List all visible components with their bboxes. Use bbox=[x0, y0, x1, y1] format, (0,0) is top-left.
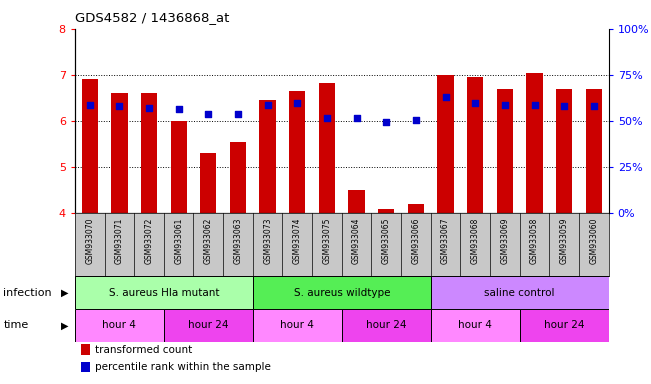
Text: S. aureus Hla mutant: S. aureus Hla mutant bbox=[109, 288, 219, 298]
Point bbox=[352, 115, 362, 121]
Text: GSM933069: GSM933069 bbox=[501, 218, 509, 264]
Bar bbox=[141, 93, 157, 213]
Point bbox=[529, 102, 540, 108]
Point bbox=[440, 94, 450, 100]
Bar bbox=[497, 89, 513, 213]
Point bbox=[559, 103, 570, 109]
Point bbox=[173, 106, 184, 113]
Bar bbox=[164, 309, 253, 342]
Bar bbox=[171, 121, 187, 213]
Text: GDS4582 / 1436868_at: GDS4582 / 1436868_at bbox=[75, 12, 229, 25]
Bar bbox=[230, 142, 246, 213]
Point bbox=[85, 102, 95, 108]
Point bbox=[500, 102, 510, 108]
Bar bbox=[586, 89, 602, 213]
Text: hour 4: hour 4 bbox=[458, 320, 492, 331]
Point bbox=[262, 102, 273, 108]
Text: GSM933065: GSM933065 bbox=[381, 218, 391, 264]
Text: GSM933063: GSM933063 bbox=[234, 218, 242, 264]
Bar bbox=[519, 309, 609, 342]
Text: GSM933070: GSM933070 bbox=[85, 218, 94, 264]
Point bbox=[411, 117, 421, 123]
Text: transformed count: transformed count bbox=[95, 345, 192, 355]
Text: GSM933075: GSM933075 bbox=[322, 218, 331, 264]
Point bbox=[114, 103, 124, 109]
Bar bbox=[111, 93, 128, 213]
Point bbox=[233, 111, 243, 117]
Text: S. aureus wildtype: S. aureus wildtype bbox=[294, 288, 390, 298]
Text: GSM933068: GSM933068 bbox=[471, 218, 480, 264]
Text: GSM933061: GSM933061 bbox=[174, 218, 183, 264]
Bar bbox=[319, 83, 335, 213]
Text: hour 24: hour 24 bbox=[544, 320, 585, 331]
Point bbox=[203, 111, 214, 117]
Text: hour 4: hour 4 bbox=[281, 320, 314, 331]
Bar bbox=[289, 91, 305, 213]
Bar bbox=[527, 73, 543, 213]
Bar bbox=[75, 309, 164, 342]
Bar bbox=[253, 309, 342, 342]
Text: GSM933074: GSM933074 bbox=[293, 218, 302, 264]
Point bbox=[589, 103, 599, 109]
Bar bbox=[378, 209, 395, 213]
Text: time: time bbox=[3, 320, 29, 331]
Bar bbox=[431, 309, 519, 342]
Text: GSM933064: GSM933064 bbox=[352, 218, 361, 264]
Text: GSM933062: GSM933062 bbox=[204, 218, 213, 264]
Text: hour 24: hour 24 bbox=[366, 320, 406, 331]
Text: ▶: ▶ bbox=[61, 288, 68, 298]
Bar bbox=[260, 100, 276, 213]
Text: GSM933071: GSM933071 bbox=[115, 218, 124, 264]
Point bbox=[470, 99, 480, 106]
Point bbox=[381, 119, 391, 126]
Text: infection: infection bbox=[3, 288, 52, 298]
Text: GSM933059: GSM933059 bbox=[560, 218, 569, 264]
Text: ▶: ▶ bbox=[61, 320, 68, 331]
Point bbox=[322, 115, 332, 121]
Bar bbox=[348, 190, 365, 213]
Bar bbox=[253, 276, 431, 309]
Text: GSM933073: GSM933073 bbox=[263, 218, 272, 264]
Bar bbox=[81, 79, 98, 213]
Bar bbox=[75, 276, 253, 309]
Text: hour 24: hour 24 bbox=[188, 320, 229, 331]
Text: GSM933067: GSM933067 bbox=[441, 218, 450, 264]
Point bbox=[144, 105, 154, 111]
Text: GSM933072: GSM933072 bbox=[145, 218, 154, 264]
Bar bbox=[437, 75, 454, 213]
Text: GSM933058: GSM933058 bbox=[530, 218, 539, 264]
Bar bbox=[200, 153, 217, 213]
Bar bbox=[467, 77, 484, 213]
Bar bbox=[342, 309, 431, 342]
Text: percentile rank within the sample: percentile rank within the sample bbox=[95, 362, 271, 372]
Bar bbox=[431, 276, 609, 309]
Text: GSM933060: GSM933060 bbox=[589, 218, 598, 264]
Text: hour 4: hour 4 bbox=[102, 320, 136, 331]
Text: GSM933066: GSM933066 bbox=[411, 218, 421, 264]
Point bbox=[292, 100, 303, 106]
Text: saline control: saline control bbox=[484, 288, 555, 298]
Bar bbox=[556, 89, 572, 213]
Bar bbox=[408, 204, 424, 213]
